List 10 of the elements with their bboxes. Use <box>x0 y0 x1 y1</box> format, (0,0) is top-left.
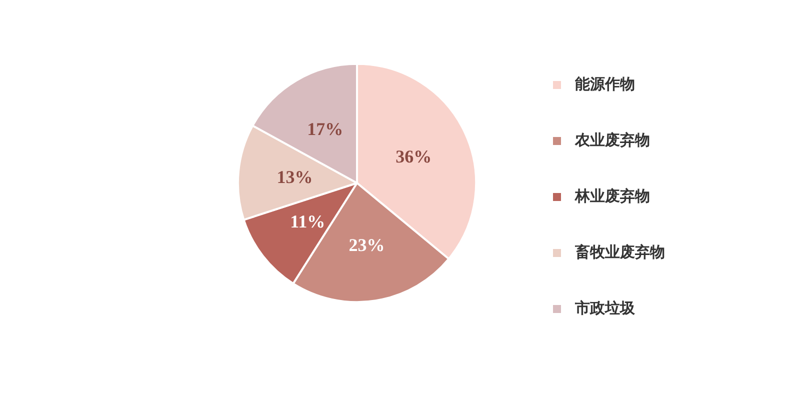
data-label: 13% <box>276 167 313 188</box>
data-label: 11% <box>290 211 326 232</box>
data-label: 17% <box>307 119 344 140</box>
data-label: 23% <box>348 234 385 255</box>
legend-label: 市政垃圾 <box>574 299 636 317</box>
legend-label: 畜牧业废弃物 <box>574 243 665 261</box>
legend-label: 农业废弃物 <box>574 131 650 149</box>
legend-label: 林业废弃物 <box>574 187 650 205</box>
legend-label: 能源作物 <box>575 76 635 93</box>
data-label: 36% <box>396 146 432 166</box>
